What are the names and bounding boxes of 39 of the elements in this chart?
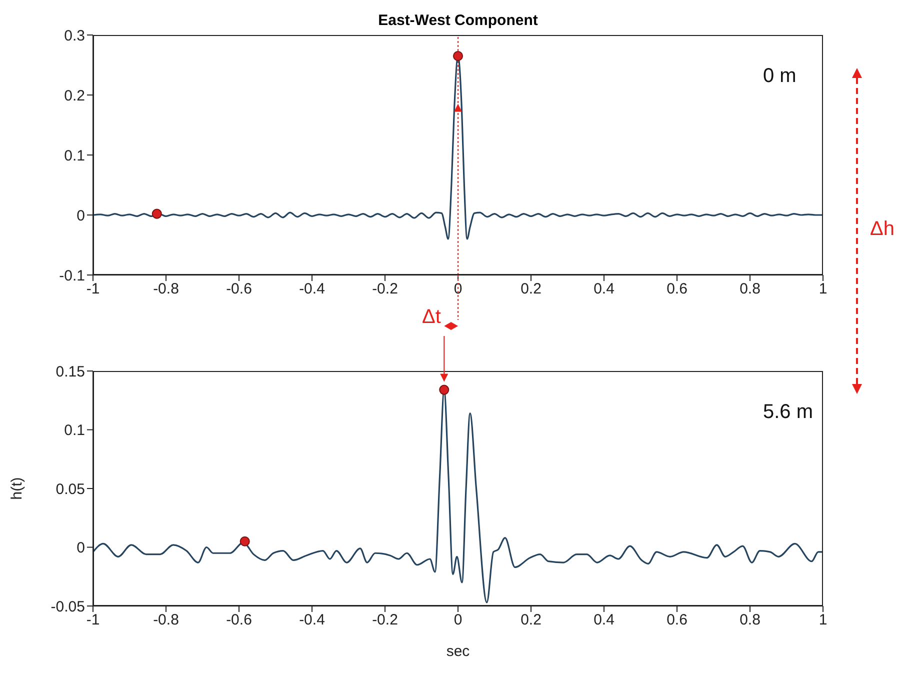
- y-tick-label: 0: [76, 207, 85, 224]
- x-tick-label: 1: [818, 280, 828, 298]
- x-tick-label: 0.6: [666, 612, 688, 629]
- y-tick-label: 0.15: [56, 363, 85, 380]
- x-tick-label: -1: [86, 280, 100, 298]
- y-tick-label: 0.05: [56, 480, 85, 498]
- x-tick-label: -0.6: [226, 612, 252, 629]
- x-tick-label: -1: [86, 612, 100, 629]
- y-tick-label: 0.1: [64, 422, 85, 440]
- x-tick-label: -0.8: [153, 612, 179, 629]
- y-axis-title: h(t): [8, 477, 26, 500]
- y-tick-label: -0.05: [50, 598, 85, 616]
- x-tick-label: 0.8: [740, 612, 760, 629]
- y-tick-label: 0.3: [64, 27, 85, 44]
- x-tick-label: 0.4: [594, 280, 614, 298]
- text: Δh: [870, 218, 894, 241]
- chart-title: East-West Component: [377, 12, 539, 29]
- x-tick-label: 1: [818, 612, 828, 629]
- annotation: 0 m: [763, 65, 796, 88]
- y-tick-label: 0.1: [64, 147, 85, 164]
- x-tick-label: -0.6: [226, 280, 252, 298]
- y-tick-label: 0.2: [64, 87, 85, 104]
- x-tick-label: -0.4: [299, 280, 325, 298]
- y-tick-label: 0: [76, 540, 85, 557]
- x-tick-label: -0.4: [299, 612, 325, 629]
- x-tick-label: 0.2: [520, 280, 542, 298]
- x-tick-label: -0.8: [153, 280, 179, 298]
- text: Δt: [422, 306, 441, 329]
- x-tick-label: 0: [454, 612, 462, 629]
- x-tick-label: 0.8: [740, 280, 760, 298]
- annotation: 5.6 m: [763, 401, 814, 424]
- x-tick-label: -0.2: [372, 612, 398, 629]
- x-tick-label: 0: [454, 280, 462, 298]
- y-tick-label: -0.1: [59, 267, 85, 284]
- x-tick-label: 0.4: [594, 612, 614, 629]
- x-tick-label: 0.2: [520, 612, 542, 629]
- x-tick-label: 0.6: [666, 280, 688, 298]
- x-axis-title: sec: [446, 643, 470, 660]
- x-tick-label: -0.2: [372, 280, 398, 298]
